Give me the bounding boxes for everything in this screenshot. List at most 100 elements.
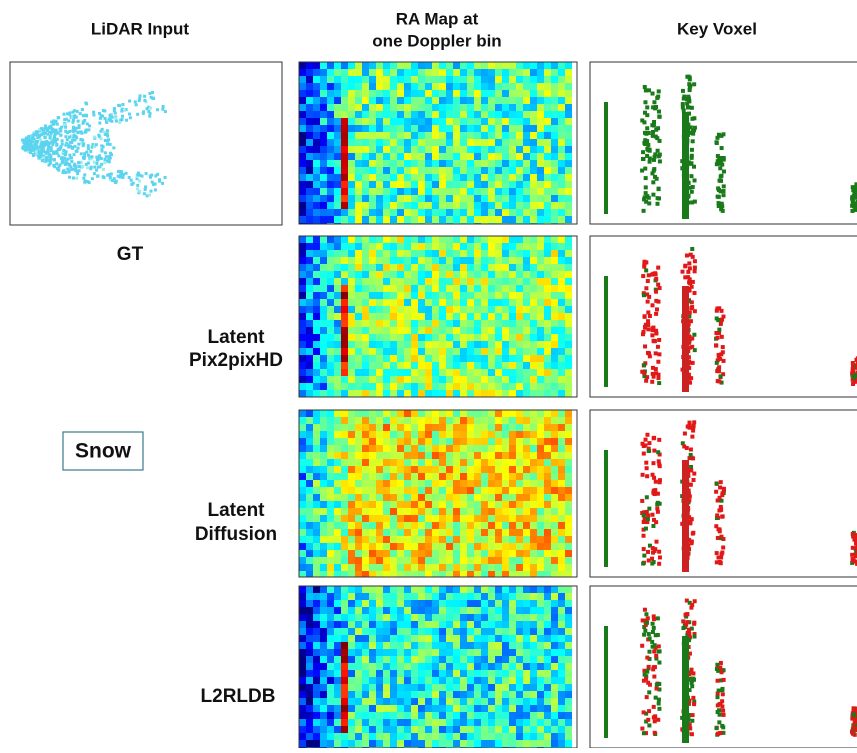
voxel <box>691 139 695 143</box>
ra-cell <box>397 313 404 320</box>
ra-cell <box>460 670 467 677</box>
ra-cell <box>390 670 397 677</box>
ra-cell <box>446 522 453 529</box>
ra-cell <box>369 306 376 313</box>
voxel <box>648 156 652 160</box>
ra-cell <box>544 383 551 390</box>
ra-cell <box>383 334 390 341</box>
ra-cell <box>376 529 383 536</box>
ra-cell <box>516 543 523 550</box>
ra-cell <box>530 417 537 424</box>
ra-cell <box>544 649 551 656</box>
ra-cell <box>481 698 488 705</box>
ra-cell <box>376 564 383 571</box>
ra-cell <box>446 593 453 600</box>
ra-cell <box>481 83 488 90</box>
ra-cell <box>383 410 390 417</box>
ra-cell <box>537 390 544 397</box>
ra-cell <box>411 445 418 452</box>
ra-cell <box>446 431 453 438</box>
ra-cell <box>432 383 439 390</box>
lidar-point <box>53 158 56 161</box>
ra-cell <box>362 508 369 515</box>
ra-cell <box>502 438 509 445</box>
ra-cell <box>404 593 411 600</box>
lidar-point <box>49 135 52 138</box>
ra-cell <box>488 452 495 459</box>
ra-cell <box>467 76 474 83</box>
ra-cell <box>411 571 418 577</box>
ra-cell <box>404 334 411 341</box>
voxel <box>687 261 691 265</box>
ra-cell <box>502 494 509 501</box>
ra-cell <box>460 264 467 271</box>
ra-cell <box>495 480 502 487</box>
ra-cell <box>320 146 327 153</box>
ra-cell <box>460 536 467 543</box>
ra-cell <box>565 313 572 320</box>
ra-cell <box>446 125 453 132</box>
lidar-point <box>102 175 105 178</box>
ra-cell <box>481 466 488 473</box>
ra-cell <box>369 431 376 438</box>
ra-cell <box>418 452 425 459</box>
ra-cell <box>481 195 488 202</box>
ra-cell <box>376 438 383 445</box>
ra-cell <box>404 132 411 139</box>
ra-cell <box>411 740 418 747</box>
ra-cell <box>327 621 334 628</box>
ra-cell <box>502 243 509 250</box>
ra-cell <box>313 424 320 431</box>
ra-cell <box>425 417 432 424</box>
ra-cell <box>320 515 327 522</box>
ra-cell <box>376 90 383 97</box>
ra-cell <box>411 174 418 181</box>
ra-cell <box>502 445 509 452</box>
ra-cell <box>446 571 453 577</box>
ra-cell <box>411 383 418 390</box>
ra-cell <box>404 313 411 320</box>
ra-cell <box>306 306 313 313</box>
voxel <box>682 444 686 448</box>
ra-cell <box>502 264 509 271</box>
ra-cell <box>516 160 523 167</box>
ra-cell <box>565 501 572 508</box>
ra-cell <box>474 153 481 160</box>
ra-cell <box>544 243 551 250</box>
ra-cell <box>537 424 544 431</box>
ra-cell <box>516 341 523 348</box>
ra-cell <box>369 445 376 452</box>
ra-cell <box>530 271 537 278</box>
voxel <box>641 157 645 161</box>
voxel <box>652 100 656 104</box>
ra-cell <box>530 209 537 216</box>
ra-cell <box>474 550 481 557</box>
ra-cell <box>432 529 439 536</box>
ra-cell <box>404 69 411 76</box>
ra-cell <box>551 355 558 362</box>
ra-cell <box>306 174 313 181</box>
ra-cell <box>397 292 404 299</box>
ra-cell <box>327 459 334 466</box>
ra-cell <box>544 111 551 118</box>
ra-cell <box>460 257 467 264</box>
voxel-bar <box>604 276 608 387</box>
ra-cell <box>551 564 558 571</box>
ra-cell <box>446 607 453 614</box>
ra-cell <box>432 62 439 69</box>
ra-cell <box>425 501 432 508</box>
ra-cell <box>425 313 432 320</box>
ra-cell <box>362 600 369 607</box>
ra-cell <box>383 536 390 543</box>
ra-cell <box>439 536 446 543</box>
ra-cell <box>432 355 439 362</box>
ra-cell <box>397 174 404 181</box>
ra-cell <box>348 480 355 487</box>
lidar-point <box>35 150 38 153</box>
ra-cell <box>355 705 362 712</box>
ra-cell <box>558 480 565 487</box>
ra-cell <box>383 146 390 153</box>
ra-cell <box>453 705 460 712</box>
lidar-point <box>93 166 96 169</box>
ra-cell <box>383 76 390 83</box>
